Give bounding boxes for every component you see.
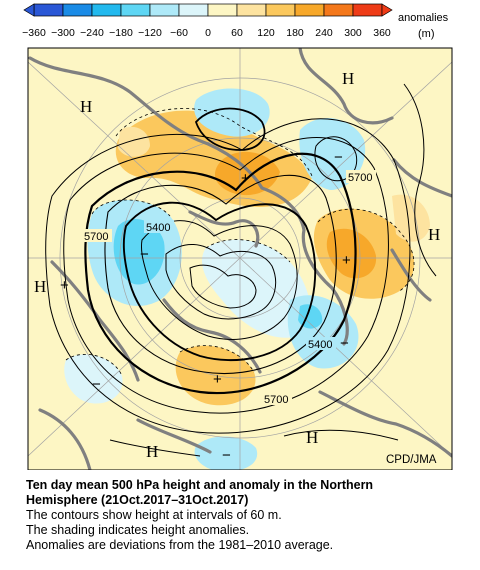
negative-anomaly-shading (64, 88, 366, 470)
caption-line-shading: The shading indicates height anomalies. (26, 523, 250, 537)
contour (194, 107, 266, 151)
contour (104, 174, 337, 375)
positive-anomaly-area (118, 126, 150, 157)
contour (45, 118, 411, 434)
colorbar-tick-label: −300 (51, 27, 75, 39)
anomaly-colorbar: −360 −300 −240 −180 −120 −60 0 60 120 180 240 300 36… (22, 3, 449, 40)
colorbar-tick-label: 0 (205, 27, 211, 39)
zero-anomaly-lines (65, 108, 415, 377)
plus-marker: + (213, 371, 222, 388)
contour (109, 439, 201, 457)
high-marker: H (306, 428, 318, 447)
colorbar-tick-label: −120 (138, 27, 162, 39)
colorbar-tick-label: 360 (373, 27, 391, 39)
caption-line-contours: The contours show height at intervals of… (26, 508, 282, 522)
plus-marker: + (241, 170, 250, 187)
positive-markers: + + + + (60, 170, 351, 388)
colorbar-left-arrow (23, 3, 35, 17)
contour-label: 5700 (348, 172, 372, 184)
contour-label: 5400 (308, 339, 332, 351)
colorbar-tick-label: 180 (286, 27, 304, 39)
colorbar-bins (33, 3, 383, 17)
positive-anomaly-core (214, 151, 280, 196)
colorbar-tick-label: 240 (315, 27, 333, 39)
colorbar-unit: (m) (418, 28, 435, 40)
negative-anomaly-area (194, 88, 270, 137)
plus-marker: + (60, 277, 69, 294)
colorbar-tick-label: −240 (80, 27, 104, 39)
plus-marker: + (342, 252, 351, 269)
contour-5700 (84, 152, 357, 395)
colorbar-tick-label: −60 (170, 27, 188, 39)
contour (403, 83, 437, 277)
coastlines (28, 48, 452, 470)
contour-label: 5700 (84, 231, 108, 243)
contour (189, 264, 257, 309)
high-marker: H (34, 277, 46, 296)
graticule (28, 48, 452, 470)
colorbar-tick-label: 300 (344, 27, 362, 39)
contour (283, 429, 399, 441)
contour (141, 220, 298, 340)
colorbar-label: anomalies (398, 12, 449, 24)
negative-anomaly-area (194, 436, 258, 470)
colorbar-tick-label: 60 (231, 27, 243, 39)
colorbar-tick-label: 120 (257, 27, 275, 39)
positive-anomaly-core (326, 228, 377, 279)
map-frame (27, 47, 453, 470)
high-markers: H H H H H H (34, 69, 440, 461)
negative-anomaly-area (201, 239, 311, 338)
credit-label: CPD/JMA (386, 454, 437, 466)
negative-anomaly-area (64, 354, 123, 404)
minus-marker: − (92, 376, 101, 393)
colorbar-tick-label: −180 (109, 27, 133, 39)
minus-marker: − (140, 246, 149, 263)
contour-5400 (122, 201, 317, 362)
high-marker: H (80, 97, 92, 116)
high-marker: H (428, 225, 440, 244)
contour-label: 5700 (264, 394, 288, 406)
high-marker: H (342, 69, 354, 88)
colorbar-ticks: −360 −300 −240 −180 −120 −60 0 60 120 180 240 300 36… (22, 27, 391, 39)
contour (165, 243, 277, 320)
caption-title-line2: Hemisphere (21Oct.2017–31Oct.2017) (26, 493, 249, 507)
negative-markers: − − − − − (92, 149, 349, 464)
colorbar-right-arrow (381, 3, 393, 17)
minus-marker: − (222, 447, 231, 464)
contour (63, 137, 389, 414)
contour-label: 5400 (146, 222, 170, 234)
minus-marker: − (334, 149, 343, 166)
colorbar-tick-label: −360 (22, 27, 46, 39)
minus-marker: − (340, 335, 349, 352)
caption: Ten day mean 500 hPa height and anomaly … (26, 478, 466, 553)
contour-labels: 5700 5400 5700 5400 5700 (82, 170, 376, 406)
caption-title-line1: Ten day mean 500 hPa height and anomaly … (26, 478, 374, 492)
hemisphere-map: 5700 5400 5700 5400 5700 H H H H H H + +… (27, 47, 453, 470)
positive-anomaly-area (392, 194, 430, 242)
high-marker: H (146, 442, 158, 461)
caption-line-anomalies: Anomalies are deviations from the 1981–2… (26, 538, 334, 552)
